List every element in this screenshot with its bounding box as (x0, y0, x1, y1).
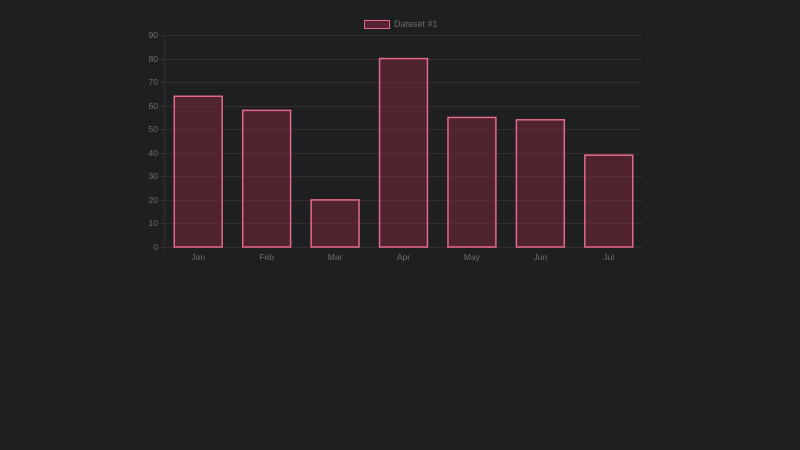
bar-mar[interactable] (310, 199, 360, 248)
bar-apr[interactable] (378, 57, 429, 248)
y-tick-label: 50 (148, 123, 158, 134)
x-tick-label: Jan (191, 252, 206, 262)
y-tick-label: 70 (148, 76, 158, 87)
x-tick-label: May (463, 252, 480, 262)
bar-jul[interactable] (584, 154, 634, 248)
x-tick-label: Apr (396, 252, 411, 262)
bar-may[interactable] (447, 116, 497, 248)
y-tick-label: 90 (148, 29, 158, 40)
y-tick-label: 40 (148, 147, 158, 158)
y-tick-label: 20 (148, 194, 158, 205)
bar-feb[interactable] (241, 109, 292, 248)
legend-swatch-icon (364, 19, 390, 29)
y-tick-label: 10 (148, 217, 158, 228)
legend-label: Dataset #1 (394, 19, 438, 29)
x-tick-label: Mar (327, 252, 343, 262)
bar-jan[interactable] (173, 95, 223, 248)
legend[interactable]: Dataset #1 (364, 19, 438, 29)
x-tick-label: Jun (533, 252, 548, 262)
y-tick-label: 0 (153, 241, 158, 252)
y-tick-label: 60 (148, 100, 158, 111)
x-tick-label: Feb (259, 252, 274, 262)
y-tick-label: 80 (148, 53, 158, 64)
y-tick-label: 30 (148, 170, 158, 181)
x-tick-label: Jul (603, 252, 615, 262)
bar-jun[interactable] (515, 119, 566, 248)
